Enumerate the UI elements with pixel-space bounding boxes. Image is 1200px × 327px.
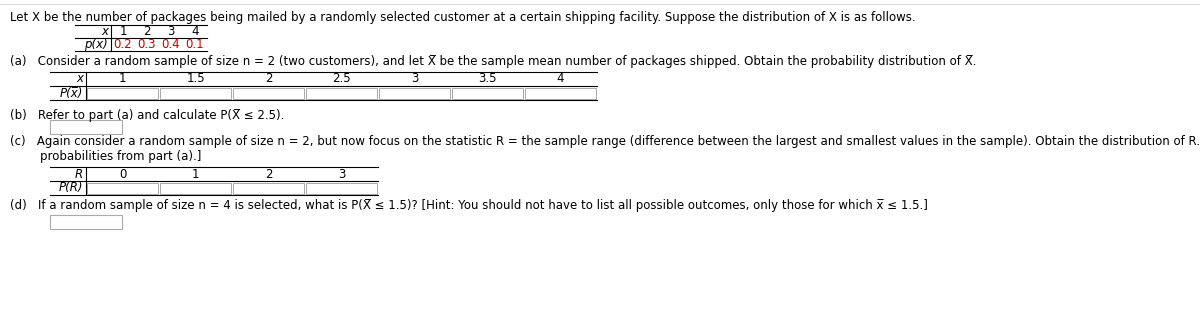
Text: p(x): p(x) <box>84 38 108 51</box>
Bar <box>306 88 377 98</box>
Bar <box>306 182 377 194</box>
Text: (b)   Refer to part (a) and calculate P(X̅ ≤ 2.5).: (b) Refer to part (a) and calculate P(X̅… <box>10 109 284 122</box>
Text: 3: 3 <box>167 25 175 38</box>
Text: 1: 1 <box>192 167 199 181</box>
Text: P(x̅): P(x̅) <box>60 87 83 99</box>
Text: 0.2: 0.2 <box>114 38 132 51</box>
Text: 2: 2 <box>265 73 272 85</box>
Bar <box>233 88 304 98</box>
Text: 0.4: 0.4 <box>162 38 180 51</box>
Text: (c)   Again consider a random sample of size n = 2, but now focus on the statist: (c) Again consider a random sample of si… <box>10 135 1200 163</box>
Bar <box>50 215 122 229</box>
Text: 4: 4 <box>557 73 564 85</box>
Text: 0.1: 0.1 <box>186 38 204 51</box>
Text: 1: 1 <box>119 25 127 38</box>
Text: 3: 3 <box>338 167 346 181</box>
Text: 1: 1 <box>119 73 126 85</box>
Bar <box>88 182 158 194</box>
Bar <box>88 88 158 98</box>
Text: 4: 4 <box>191 25 199 38</box>
Text: Let X be the number of packages being mailed by a randomly selected customer at : Let X be the number of packages being ma… <box>10 11 916 24</box>
Bar <box>50 120 122 134</box>
Bar <box>160 88 230 98</box>
Bar <box>526 88 596 98</box>
Text: 0.3: 0.3 <box>138 38 156 51</box>
Text: x: x <box>101 25 108 38</box>
Text: P(R): P(R) <box>59 181 83 195</box>
Bar <box>452 88 523 98</box>
Text: 3: 3 <box>410 73 418 85</box>
Text: x̅: x̅ <box>76 73 83 85</box>
Bar <box>160 182 230 194</box>
Text: 1.5: 1.5 <box>186 73 205 85</box>
Text: R: R <box>74 167 83 181</box>
Text: 3.5: 3.5 <box>479 73 497 85</box>
Text: 2: 2 <box>143 25 151 38</box>
Text: 0: 0 <box>119 167 126 181</box>
Text: 2.5: 2.5 <box>332 73 350 85</box>
Bar <box>379 88 450 98</box>
Bar <box>233 182 304 194</box>
Text: 2: 2 <box>265 167 272 181</box>
Text: (d)   If a random sample of size n = 4 is selected, what is P(X̅ ≤ 1.5)? [Hint: : (d) If a random sample of size n = 4 is … <box>10 199 928 212</box>
Text: (a)   Consider a random sample of size n = 2 (two customers), and let X̅ be the : (a) Consider a random sample of size n =… <box>10 55 977 68</box>
